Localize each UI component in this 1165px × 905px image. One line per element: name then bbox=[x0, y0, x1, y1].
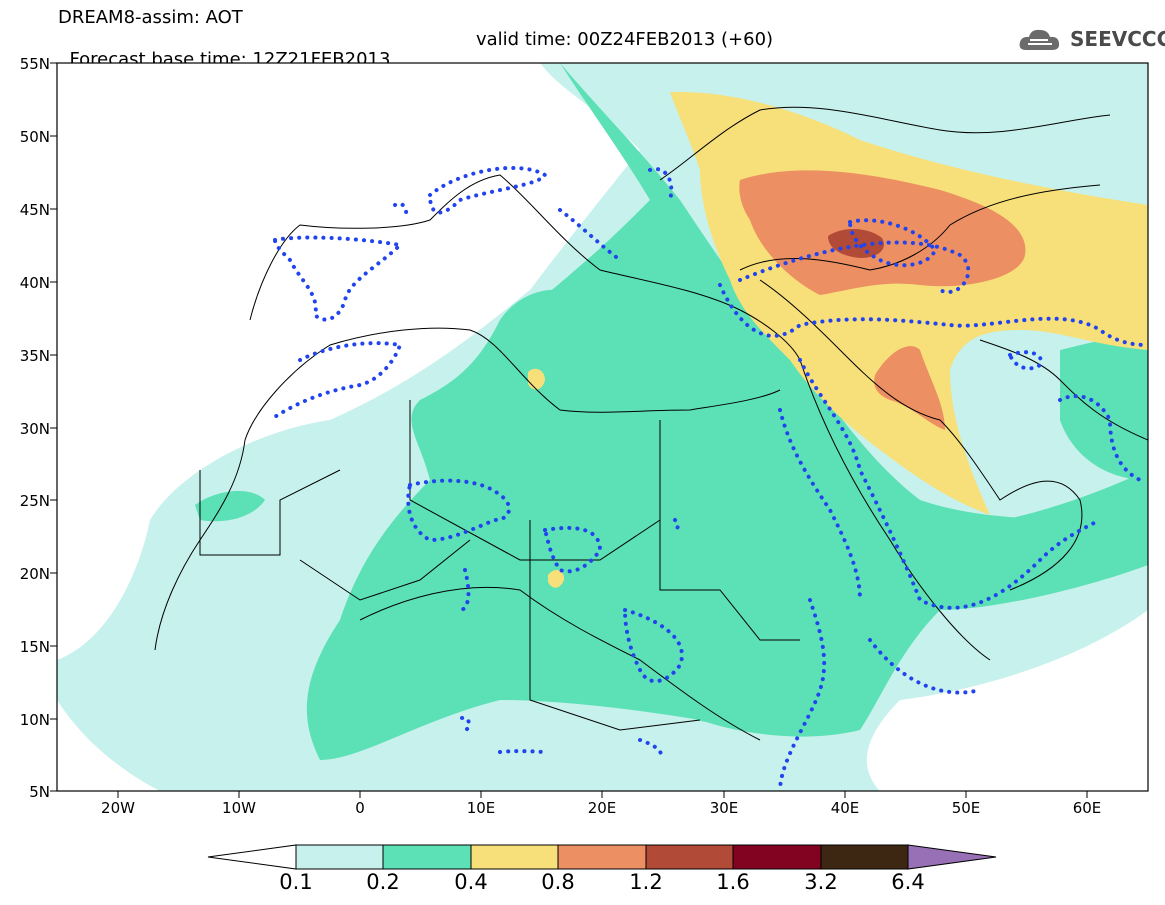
aot-level-0.8 bbox=[739, 170, 1026, 295]
aot-level-1.2 bbox=[828, 229, 884, 258]
valid-time: valid time: 00Z24FEB2013 (+60) bbox=[476, 29, 774, 50]
colorbar-label: 0.8 bbox=[541, 870, 575, 894]
lon-label: 40E bbox=[830, 799, 860, 817]
colorbar-label: 6.4 bbox=[891, 870, 925, 894]
lat-label: 5N bbox=[29, 783, 50, 801]
lat-label: 55N bbox=[19, 55, 50, 73]
logo-text: SEEVCCC bbox=[1070, 27, 1165, 51]
lon-label: 60E bbox=[1072, 799, 1102, 817]
seevccc-logo: SEEVCCC bbox=[1018, 24, 1165, 56]
cloud-logo-icon bbox=[1019, 29, 1060, 50]
colorbar-label: 3.2 bbox=[804, 870, 838, 894]
lat-label: 15N bbox=[19, 638, 50, 656]
lon-label: 0 bbox=[355, 799, 365, 817]
colorbar-label: 0.2 bbox=[366, 870, 400, 894]
colorbar-label: 0.4 bbox=[454, 870, 488, 894]
lat-label: 30N bbox=[19, 420, 50, 438]
lat-label: 25N bbox=[19, 492, 50, 510]
lat-label: 20N bbox=[19, 565, 50, 583]
lat-label: 10N bbox=[19, 711, 50, 729]
lat-label: 40N bbox=[19, 274, 50, 292]
lat-label: 45N bbox=[19, 201, 50, 219]
dotted-contours bbox=[268, 165, 1148, 791]
lon-label: 20E bbox=[587, 799, 617, 817]
map-title: DREAM8-assim: AOT bbox=[58, 7, 243, 28]
colorbar-label: 1.6 bbox=[716, 870, 750, 894]
lon-label: 50E bbox=[951, 799, 981, 817]
lat-label: 50N bbox=[19, 128, 50, 146]
lon-label: 20W bbox=[101, 799, 135, 817]
colorbar-label: 0.1 bbox=[279, 870, 313, 894]
colorbar-label: 1.2 bbox=[629, 870, 663, 894]
axis-ticks bbox=[50, 62, 1088, 798]
lat-label: 35N bbox=[19, 347, 50, 365]
lon-label: 30E bbox=[709, 799, 739, 817]
coastlines bbox=[154, 106, 1148, 741]
aot-contours bbox=[57, 63, 1148, 791]
lon-label: 10W bbox=[222, 799, 256, 817]
lon-label: 10E bbox=[466, 799, 496, 817]
